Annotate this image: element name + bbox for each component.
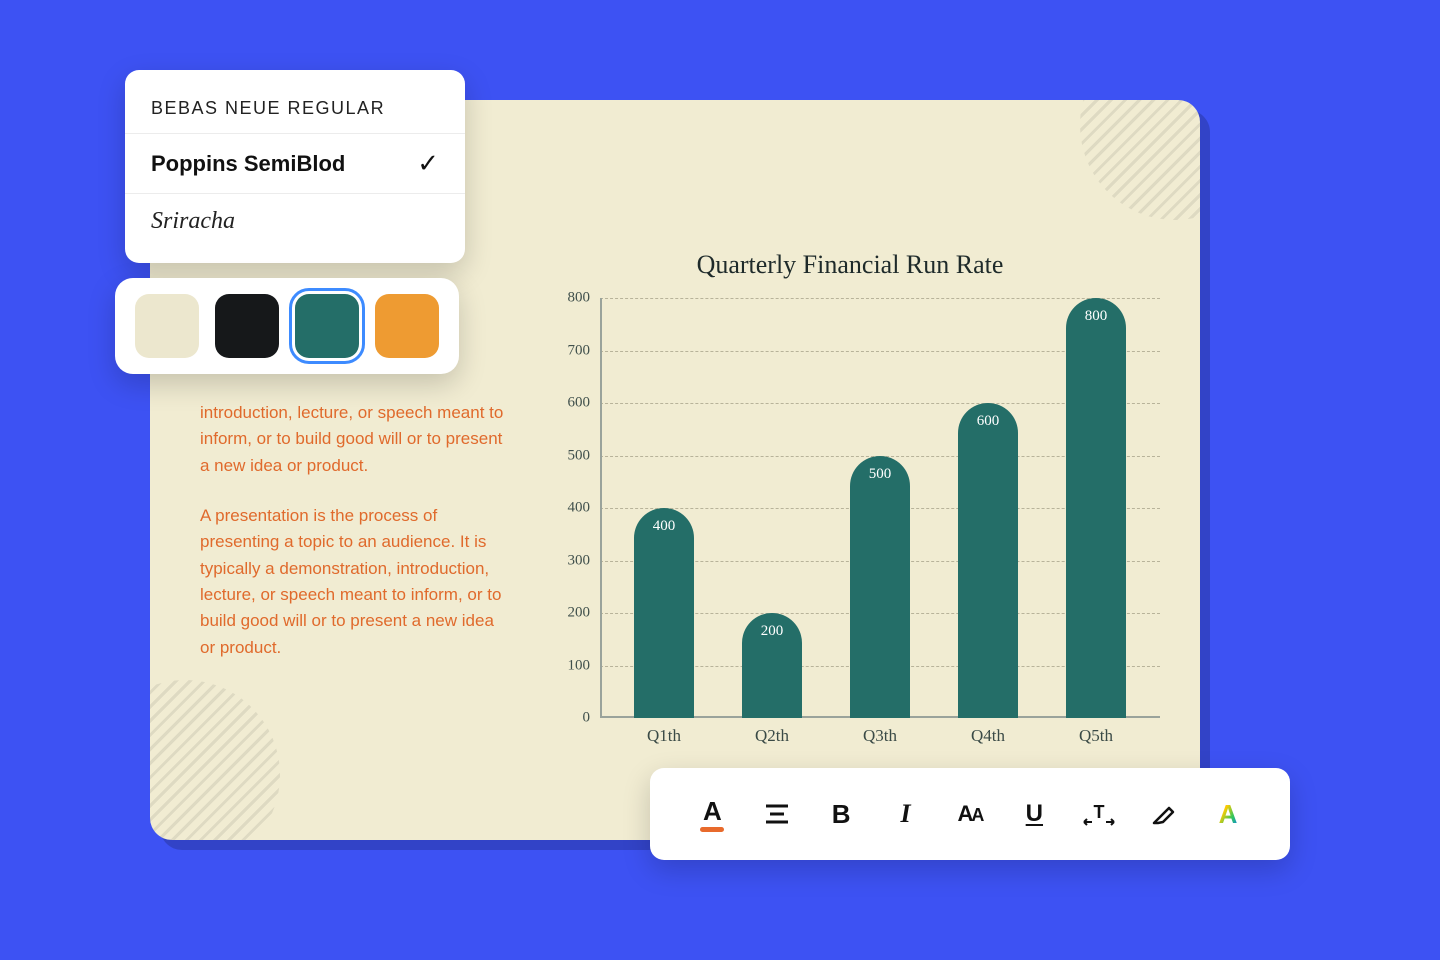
x-tick-label: Q5th [1066, 726, 1126, 746]
bar[interactable]: 600 [958, 403, 1018, 718]
body-paragraph: introduction, lecture, or speech meant t… [200, 400, 510, 479]
decorative-hatch [1080, 100, 1200, 220]
x-tick-label: Q4th [958, 726, 1018, 746]
italic-icon[interactable]: I [886, 794, 926, 834]
underline-icon[interactable]: U [1014, 794, 1054, 834]
y-tick-label: 300 [550, 552, 590, 569]
uppercase-icon[interactable]: AA [950, 794, 990, 834]
font-option-label: BEBAS NEUE REGULAR [151, 98, 385, 119]
check-icon: ✓ [417, 148, 439, 179]
y-tick-label: 600 [550, 395, 590, 412]
bar-value-label: 500 [850, 466, 910, 483]
svg-text:A: A [1218, 799, 1237, 829]
y-tick-label: 100 [550, 657, 590, 674]
color-swatch[interactable] [375, 294, 439, 358]
svg-text:T: T [1093, 802, 1104, 822]
y-tick-label: 800 [550, 290, 590, 307]
slide-body-text[interactable]: introduction, lecture, or speech meant t… [200, 400, 510, 685]
font-option[interactable]: BEBAS NEUE REGULAR [125, 84, 465, 134]
x-tick-label: Q2th [742, 726, 802, 746]
chart-plot-area: 0100200300400500600700800 40020050060080… [560, 298, 1160, 718]
y-tick-label: 500 [550, 447, 590, 464]
bar-value-label: 200 [742, 623, 802, 640]
color-swatch[interactable] [135, 294, 199, 358]
color-swatch[interactable] [215, 294, 279, 358]
decorative-hatch [150, 680, 280, 840]
x-tick-label: Q1th [634, 726, 694, 746]
bar-value-label: 400 [634, 518, 694, 535]
letter-spacing-icon[interactable]: T [1079, 794, 1119, 834]
font-option-label: Sriracha [151, 208, 235, 235]
highlight-icon[interactable] [1143, 794, 1183, 834]
y-tick-label: 200 [550, 605, 590, 622]
y-tick-label: 0 [550, 710, 590, 727]
font-option[interactable]: Sriracha [125, 194, 465, 249]
font-option[interactable]: Poppins SemiBlod ✓ [125, 134, 465, 194]
font-picker-popover: BEBAS NEUE REGULAR Poppins SemiBlod ✓ Srira… [125, 70, 465, 263]
bar[interactable]: 800 [1066, 298, 1126, 718]
x-axis-labels: Q1th Q2th Q3th Q4th Q5th [600, 718, 1160, 746]
y-tick-label: 400 [550, 500, 590, 517]
color-swatch[interactable] [295, 294, 359, 358]
y-axis: 0100200300400500600700800 [550, 298, 590, 718]
text-color-icon[interactable]: A [692, 794, 732, 834]
bar[interactable]: 400 [634, 508, 694, 718]
bar[interactable]: 500 [850, 456, 910, 719]
text-gradient-icon[interactable]: A [1208, 794, 1248, 834]
font-option-label: Poppins SemiBlod [151, 151, 345, 177]
bars-container: 400 200 500 600 800 [600, 298, 1160, 718]
x-tick-label: Q3th [850, 726, 910, 746]
text-format-toolbar: A BI AA U T A [650, 768, 1290, 860]
bar[interactable]: 200 [742, 613, 802, 718]
bar-value-label: 800 [1066, 308, 1126, 325]
body-paragraph: A presentation is the process of present… [200, 503, 510, 661]
bar-value-label: 600 [958, 413, 1018, 430]
bar-chart[interactable]: Quarterly Financial Run Rate 0 100 200 300 4… [540, 250, 1160, 770]
align-icon[interactable] [757, 794, 797, 834]
chart-title: Quarterly Financial Run Rate [540, 250, 1160, 280]
bold-icon[interactable]: B [821, 794, 861, 834]
y-tick-label: 700 [550, 342, 590, 359]
color-palette-popover [115, 278, 459, 374]
